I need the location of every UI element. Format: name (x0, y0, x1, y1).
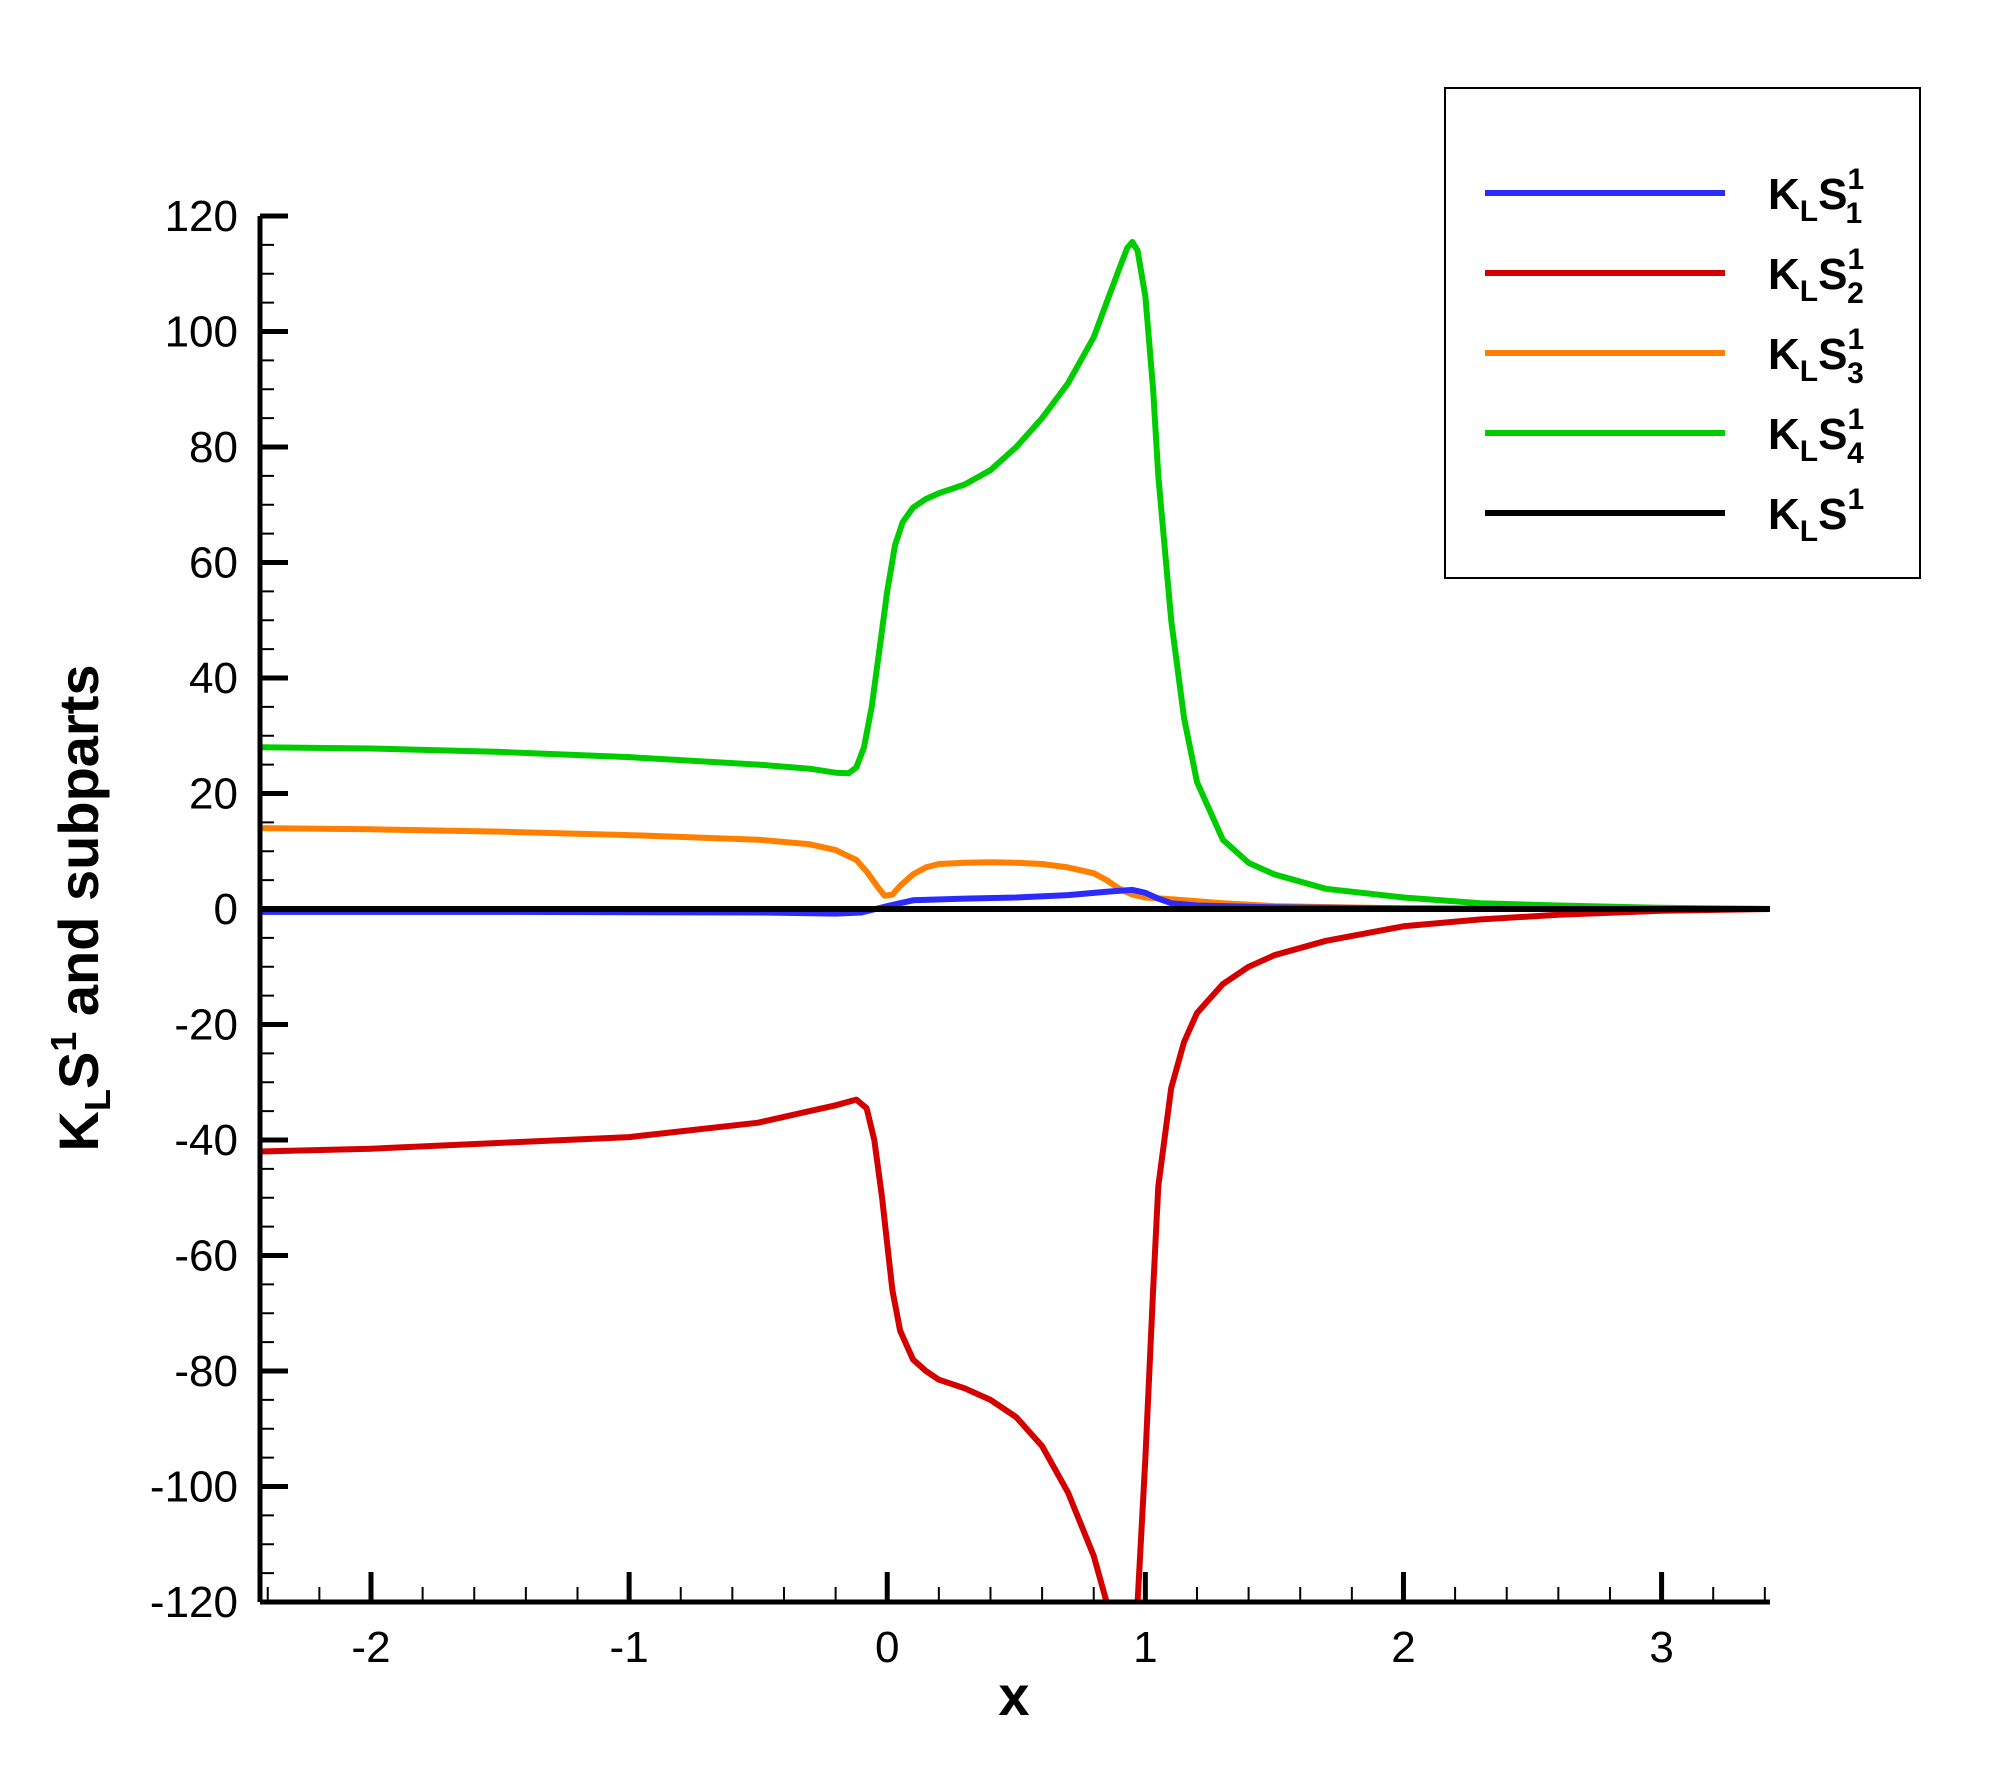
x-axis-title: x (998, 1664, 1029, 1727)
y-axis-title-sup: 1 (43, 1032, 84, 1052)
legend-label-5: KLS1 (1768, 483, 1864, 548)
legend-label-2: KLS1 2 (1768, 243, 1864, 310)
ticks: -120 -100 -80 -60 -40 -20 0 20 40 60 80 100 120 -2 -1 0… (150, 192, 1766, 1672)
y-tick-label: 20 (189, 770, 238, 819)
legend-label-3: KLS1 3 (1768, 323, 1864, 390)
y-tick-label: 0 (214, 885, 238, 934)
series-line-2 (260, 906, 1770, 1604)
x-tick-label: 1 (1133, 1623, 1157, 1672)
y-tick-label: 80 (189, 423, 238, 472)
y-tick-label: -80 (174, 1347, 238, 1396)
series-layer (260, 239, 1770, 1604)
y-axis-title-rest: and subparts (47, 664, 110, 1031)
legend-label-1: KLS1 1 (1768, 163, 1863, 230)
y-tick-label: 100 (165, 308, 238, 357)
y-tick-label: -40 (174, 1116, 238, 1165)
x-tick-label: 2 (1391, 1623, 1415, 1672)
x-tick-label: 3 (1649, 1623, 1673, 1672)
y-axis-title-k: K (47, 1111, 110, 1151)
legend-label-4: KLS1 4 (1768, 403, 1864, 470)
x-tick-label: -1 (610, 1623, 649, 1672)
y-tick-label: 120 (165, 192, 238, 241)
legend-box (1444, 87, 1921, 579)
y-tick-label: 40 (189, 654, 238, 703)
y-tick-label: 60 (189, 539, 238, 588)
series-line-4 (260, 239, 1770, 912)
y-tick-label: -120 (150, 1578, 238, 1627)
legend: KLS1 1 KLS1 2 KLS1 3 KLS1 4 KLS1 (1444, 87, 1921, 579)
x-tick-label: 0 (875, 1623, 899, 1672)
y-tick-label: -60 (174, 1232, 238, 1281)
series-line-1 (260, 886, 1770, 917)
y-axis-title-s: S (47, 1052, 110, 1089)
series-line-3 (260, 825, 1770, 912)
y-tick-label: -100 (150, 1463, 238, 1512)
y-tick-label: -20 (174, 1001, 238, 1050)
y-axis-title-sub: L (77, 1089, 118, 1111)
y-axis-title: KLS1 and subparts (43, 664, 118, 1151)
x-tick-label: -2 (351, 1623, 390, 1672)
